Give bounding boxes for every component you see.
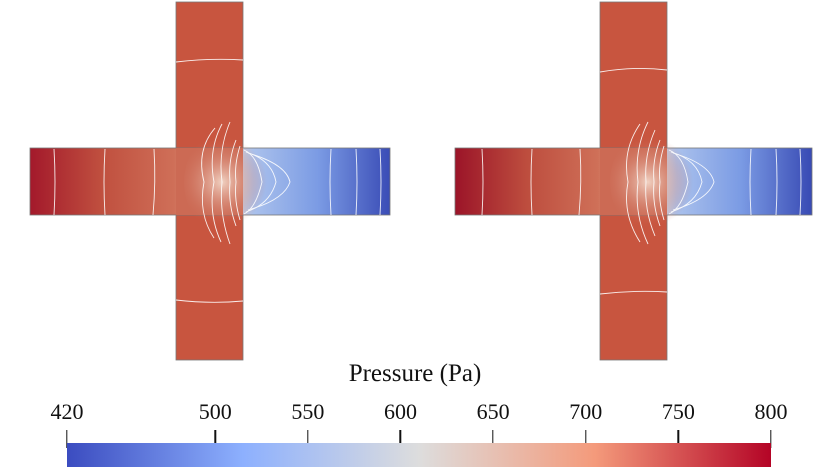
right-cross-panel [454, 1, 813, 361]
colorbar-tick-mark [770, 430, 772, 448]
colorbar-title: Pressure (Pa) [348, 360, 482, 387]
right-isolines [481, 67, 802, 295]
colorbar-tick-label: 420 [50, 399, 84, 424]
colorbar-tick-mark [492, 430, 494, 448]
colorbar-tick-label: 650 [476, 399, 510, 424]
left-cross-panel [29, 1, 391, 361]
colorbar-tick-label: 550 [291, 399, 325, 424]
colorbar-tick-mark [399, 430, 402, 448]
colorbar-gradient [67, 443, 771, 467]
colorbar-tick-mark [307, 430, 309, 448]
colorbar-tick-label: 750 [661, 399, 695, 424]
left-isolines [53, 58, 382, 303]
colorbar-tick-label: 700 [569, 399, 603, 424]
colorbar-tick-label: 600 [383, 399, 417, 424]
colorbar-tick-mark [66, 430, 68, 448]
colorbar-tick-mark [214, 430, 216, 448]
colorbar-tick-label: 500 [198, 399, 232, 424]
colorbar-tick-label: 800 [754, 399, 788, 424]
colorbar-tick-mark [585, 430, 587, 448]
colorbar-tick-mark [677, 430, 680, 448]
